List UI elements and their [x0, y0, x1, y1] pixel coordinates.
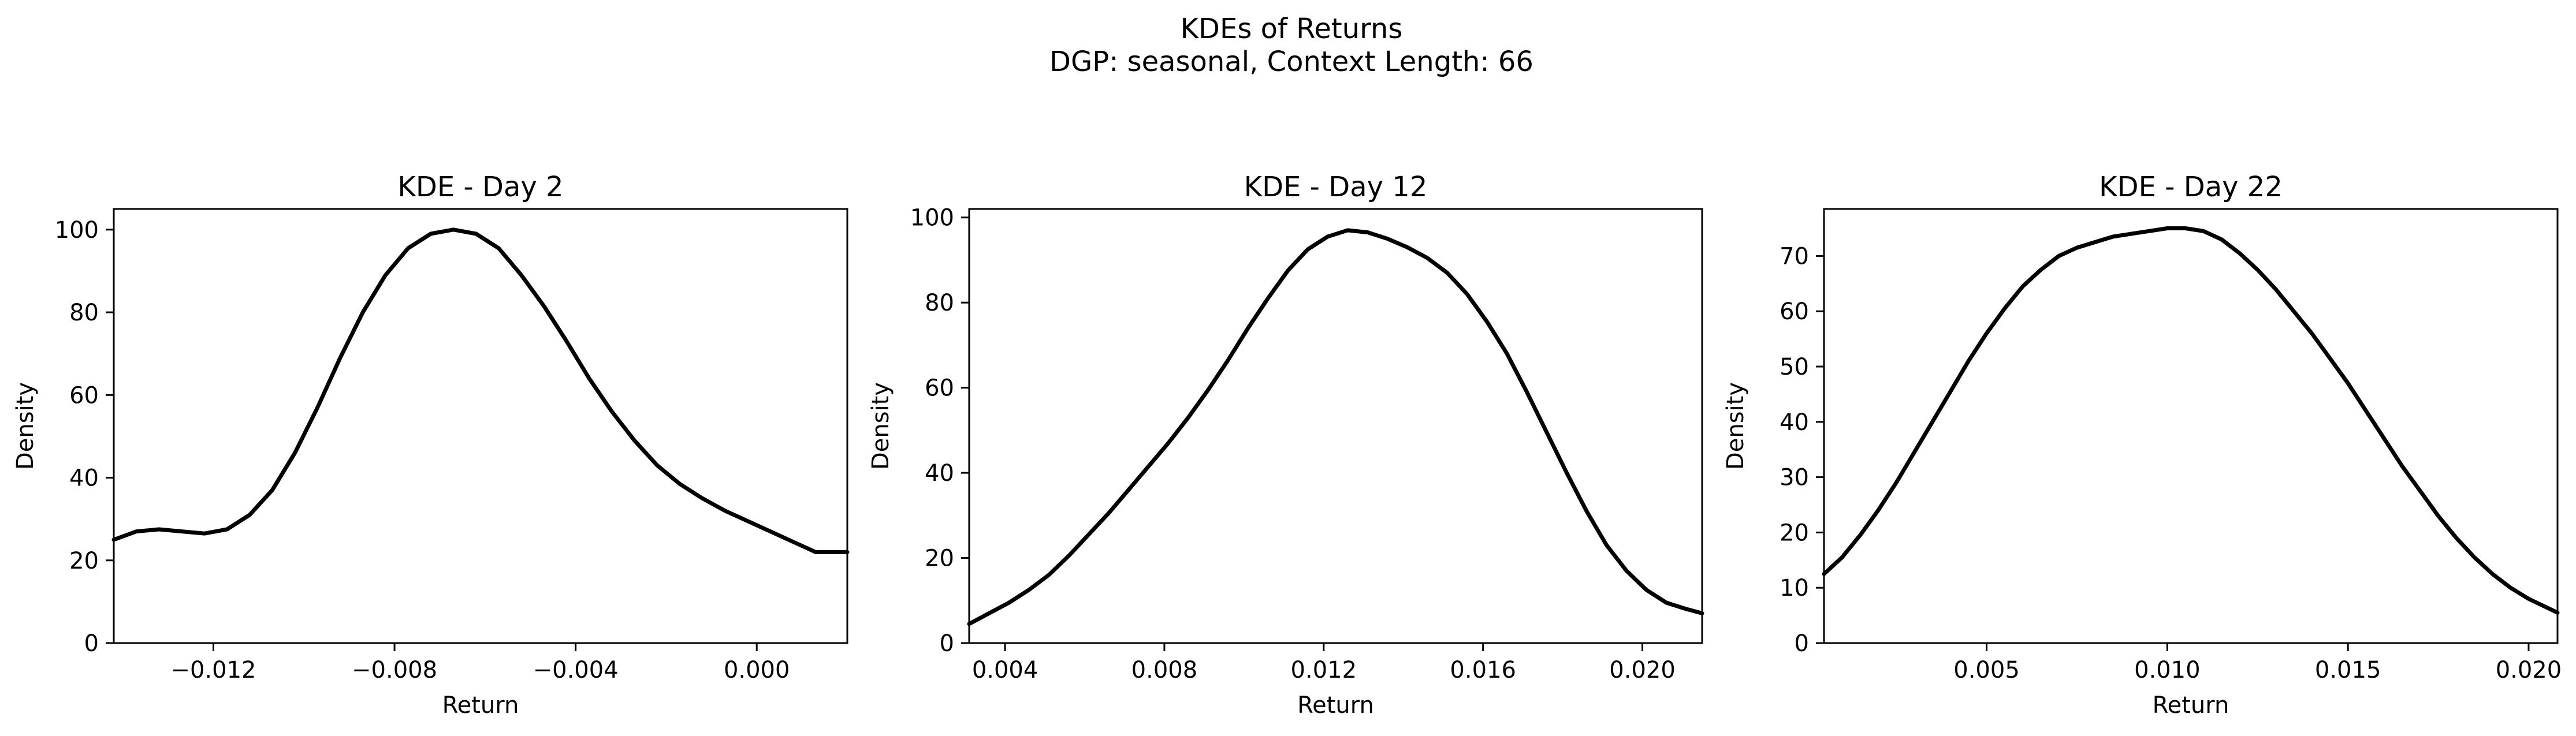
x-tick-label: 0.010	[2134, 657, 2201, 683]
x-tick-label: 0.015	[2315, 657, 2381, 683]
chart-title: KDE - Day 22	[2099, 171, 2283, 203]
y-tick-label: 60	[1780, 298, 1809, 325]
x-tick-label: 0.020	[2496, 657, 2562, 683]
figure-title: KDEs of Returns	[1181, 13, 1403, 45]
y-tick-label: 0	[1795, 630, 1809, 657]
y-tick-label: 20	[925, 546, 954, 572]
x-tick-label: 0.012	[1291, 657, 1357, 683]
y-tick-label: 40	[1780, 409, 1809, 436]
x-tick-label: 0.020	[1609, 657, 1676, 683]
x-tick-label: −0.012	[170, 657, 256, 683]
axes-frame	[113, 208, 848, 644]
kde-chart-day-12: 0.004 0.008 0.012 0.016 0.020 0 20 40 60 80 100 KDE…	[868, 171, 1704, 719]
x-tick-label: 0.016	[1450, 657, 1516, 683]
y-tick-label: 10	[1780, 575, 1809, 601]
x-tick-label: 0.005	[1953, 657, 2020, 683]
y-tick-label: 0	[84, 630, 99, 657]
axes-frame	[1823, 208, 2559, 644]
x-axis-label: Return	[1297, 692, 1374, 719]
y-tick-label: 40	[925, 460, 954, 487]
y-tick-label: 80	[925, 290, 954, 316]
x-tick-label: −0.004	[533, 657, 619, 683]
y-tick-label: 70	[1780, 243, 1809, 270]
axes-frame	[968, 208, 1703, 644]
kde-curve	[1822, 226, 2560, 615]
figure-subtitle: DGP: seasonal, Context Length: 66	[1049, 46, 1533, 78]
y-axis-label: Density	[1722, 382, 1749, 470]
chart-title: KDE - Day 12	[1244, 171, 1428, 203]
x-tick-label: 0.008	[1131, 657, 1198, 683]
y-tick-label: 100	[55, 217, 99, 244]
kde-curve	[967, 228, 1704, 626]
y-tick-label: 80	[69, 300, 99, 326]
y-tick-label: 20	[69, 548, 99, 574]
x-axis-label: Return	[442, 692, 519, 719]
y-tick-label: 60	[69, 382, 99, 409]
x-tick-label: 0.004	[972, 657, 1038, 683]
y-axis-label: Density	[12, 382, 39, 470]
y-tick-label: 100	[910, 205, 954, 231]
y-tick-label: 50	[1780, 354, 1809, 380]
chart-title: KDE - Day 2	[397, 171, 563, 203]
x-axis-label: Return	[2153, 692, 2229, 719]
y-tick-label: 0	[940, 630, 954, 657]
kde-chart-day-22: 0.005 0.010 0.015 0.020 0 10 20 30 40 50 60 70 KDE -…	[1722, 171, 2562, 719]
x-tick-label: 0.000	[724, 657, 790, 683]
y-axis-label: Density	[868, 382, 894, 470]
kde-curve	[111, 227, 850, 554]
kde-chart-day-2: −0.012 −0.008 −0.004 0.000 0 20 40 60 80 100 KDE -…	[12, 171, 850, 719]
y-tick-label: 20	[1780, 520, 1809, 546]
x-tick-label: −0.008	[352, 657, 437, 683]
y-tick-label: 60	[925, 375, 954, 402]
y-tick-label: 30	[1780, 465, 1809, 491]
y-tick-label: 40	[69, 465, 99, 492]
